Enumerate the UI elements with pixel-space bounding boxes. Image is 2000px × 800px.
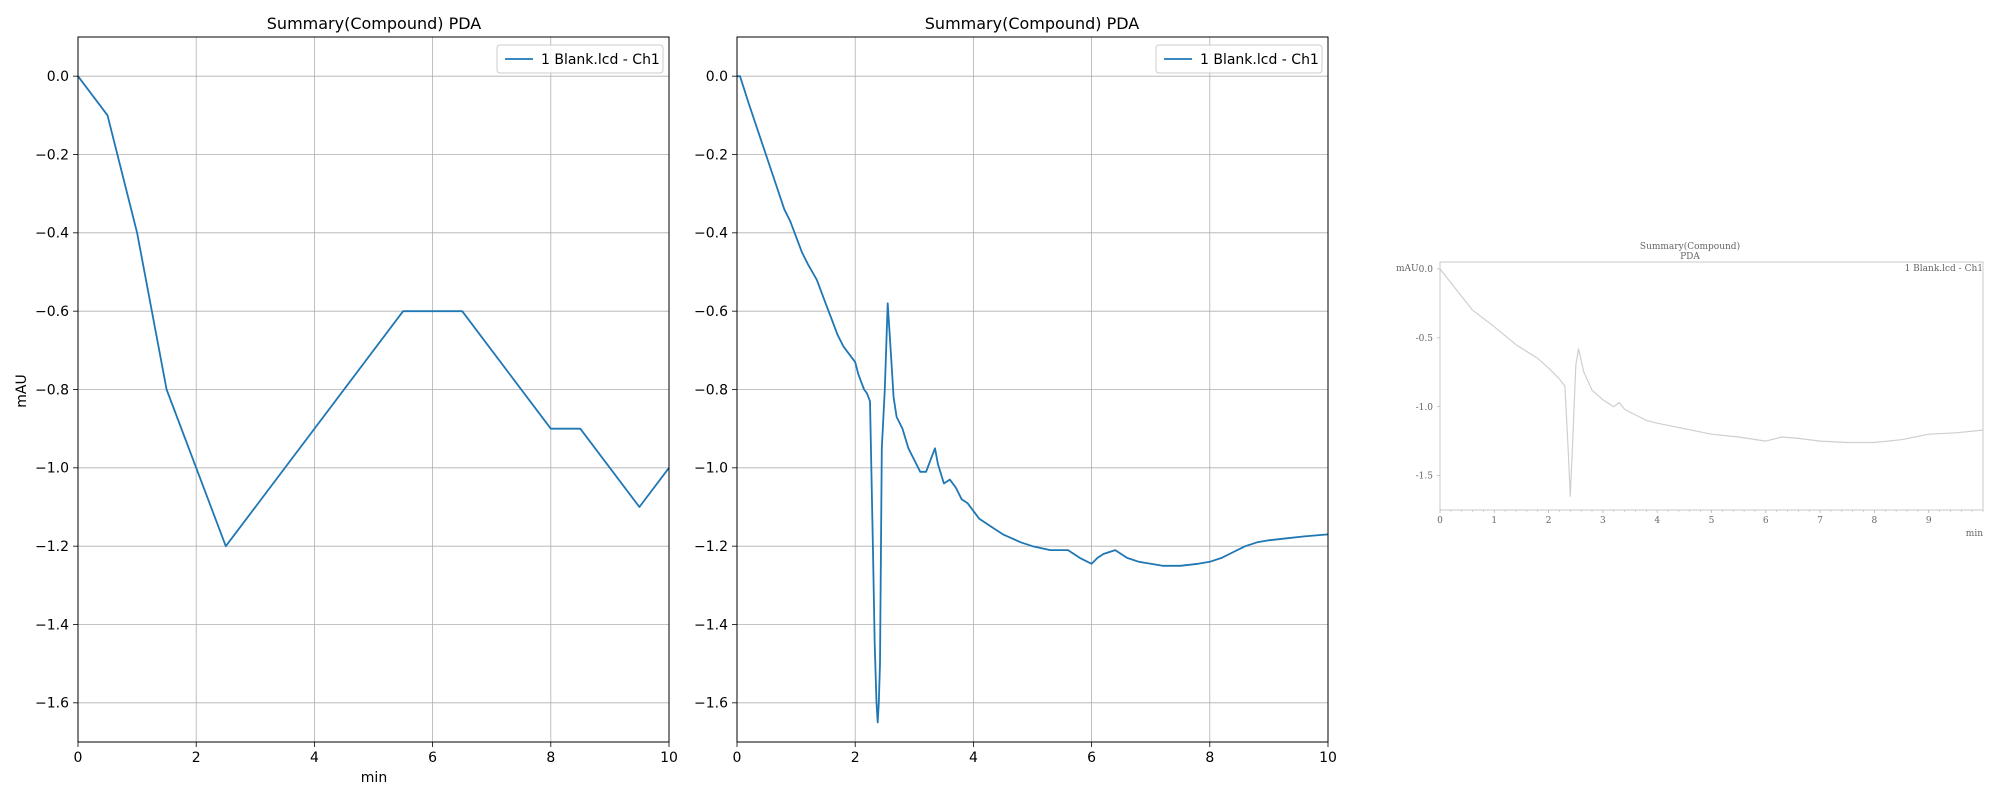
x-tick-label: 6	[428, 750, 437, 766]
y-tick-label: −0.6	[35, 304, 69, 320]
y-tick-label: −0.2	[694, 147, 728, 163]
series-line	[77, 75, 670, 548]
chart-panel-left: Summary(Compound) PDA min mAU 0 2 4 6 8 10 0.0…	[14, 14, 678, 786]
y-tick-label: −0.2	[35, 147, 69, 163]
y-tick-label: −1.6	[35, 696, 69, 712]
chart-title: Summary(Compound)	[1640, 241, 1740, 252]
y-tick-label: −0.4	[35, 226, 69, 242]
x-tick-label: 6	[1087, 750, 1096, 766]
x-tick-label: 9	[1926, 516, 1932, 526]
y-tick-label: −1.6	[694, 696, 728, 712]
chart-subtitle: PDA	[1680, 252, 1700, 262]
legend-label: 1 Blank.lcd - Ch1	[1905, 264, 1983, 274]
x-tick-label: 2	[851, 750, 860, 766]
y-tick-label: −0.4	[694, 226, 728, 242]
x-tick-label: 1	[1491, 516, 1497, 526]
legend-box	[496, 44, 664, 74]
y-axis-label: mAU	[14, 374, 30, 407]
x-tick-label: 2	[192, 750, 201, 766]
y-tick-label: 0.0	[706, 69, 728, 85]
x-tick-label: 7	[1817, 516, 1823, 526]
x-tick-label: 0	[1437, 516, 1443, 526]
chart-title: Summary(Compound) PDA	[267, 14, 482, 33]
y-tick-label: 0.0	[1419, 265, 1434, 275]
x-tick-label: 8	[1205, 750, 1214, 766]
legend-label: 1 Blank.lcd - Ch1	[1200, 52, 1319, 68]
y-tick-label: −0.8	[694, 382, 728, 398]
y-tick-label: −1.2	[694, 539, 728, 555]
y-tick-label: -1.0	[1416, 403, 1434, 413]
y-tick-label: -0.5	[1416, 334, 1434, 344]
y-tick-label: −1.4	[694, 617, 728, 633]
chart-panel-thumbnail: Summary(Compound) PDA mAU min 0 1 2 3 4 5 6 7 8 9…	[1396, 241, 1984, 539]
x-tick-label: 8	[1872, 516, 1878, 526]
y-tick-label: 0.0	[47, 69, 69, 85]
x-tick-label: 4	[1654, 516, 1660, 526]
series-line	[1439, 268, 1984, 497]
x-axis-label: min	[1966, 529, 1983, 539]
y-tick-label: −1.4	[35, 617, 69, 633]
x-tick-label: 10	[660, 750, 678, 766]
y-axis-label: mAU	[1396, 264, 1419, 274]
y-tick-label: −0.6	[694, 304, 728, 320]
y-tick-label: −0.8	[35, 382, 69, 398]
y-tick-label: −1.0	[694, 461, 728, 477]
x-tick-label: 4	[310, 750, 319, 766]
x-tick-label: 0	[74, 750, 83, 766]
chart-panel-middle: Summary(Compound) PDA 0 2 4 6 8 10 0.0 −0.2 −0.4…	[694, 14, 1337, 766]
x-tick-label: 10	[1319, 750, 1337, 766]
y-tick-label: -1.5	[1416, 472, 1434, 482]
chart-title: Summary(Compound) PDA	[925, 14, 1140, 33]
y-tick-label: −1.2	[35, 539, 69, 555]
x-tick-label: 3	[1600, 516, 1606, 526]
legend-box	[1155, 44, 1323, 74]
x-tick-label: 4	[969, 750, 978, 766]
x-tick-label: 5	[1709, 516, 1715, 526]
x-tick-label: 8	[546, 750, 555, 766]
x-tick-label: 6	[1763, 516, 1769, 526]
x-tick-label: 0	[733, 750, 742, 766]
y-tick-label: −1.0	[35, 461, 69, 477]
series-line	[737, 75, 1329, 724]
x-axis-label: min	[361, 770, 387, 786]
x-tick-label: 2	[1546, 516, 1552, 526]
legend-label: 1 Blank.lcd - Ch1	[541, 52, 660, 68]
